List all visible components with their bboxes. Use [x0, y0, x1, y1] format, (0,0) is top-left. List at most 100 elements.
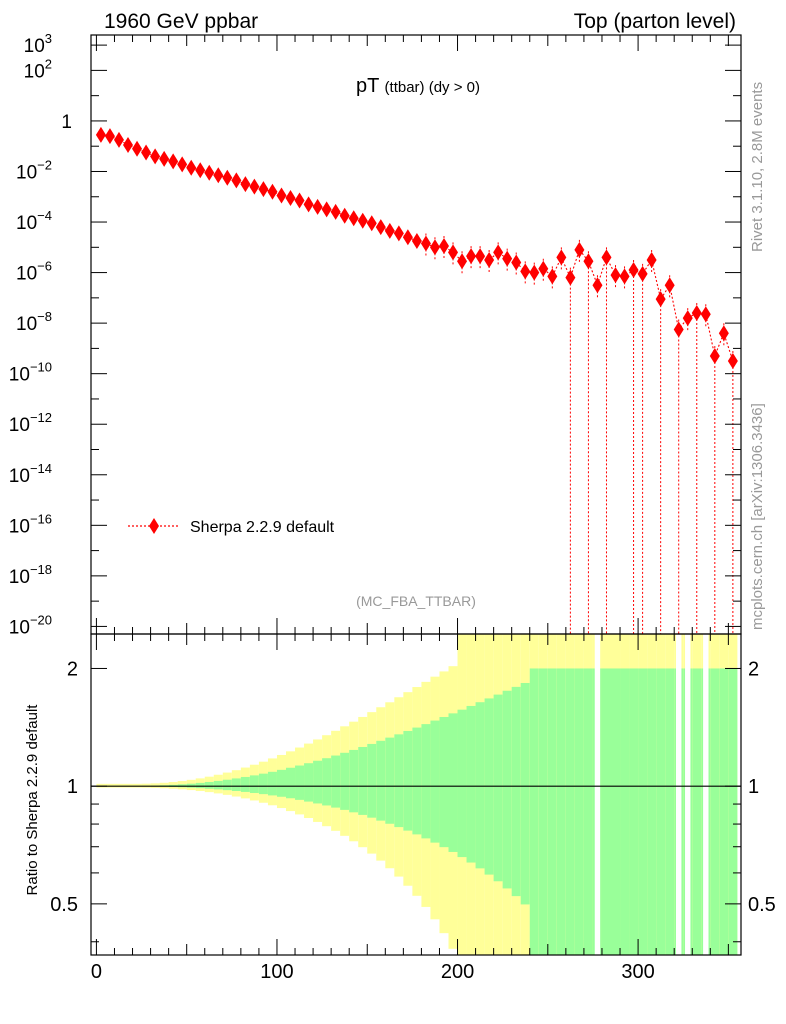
data-point [132, 140, 143, 157]
ratio-inner-band [421, 724, 431, 839]
ratio-inner-band [340, 752, 350, 810]
ratio-inner-band [240, 776, 250, 792]
data-point [186, 159, 197, 176]
y-tick-label: 1 [61, 112, 72, 133]
data-point [357, 212, 368, 229]
ratio-gap [594, 634, 601, 955]
ratio-inner-band [231, 778, 241, 791]
ratio-y-tick-label-right: 1 [748, 776, 759, 798]
ratio-inner-band [656, 668, 666, 955]
data-point [123, 136, 134, 153]
axes [90, 34, 742, 956]
ratio-inner-band [493, 694, 503, 882]
ratio-inner-band [376, 740, 386, 821]
data-point [276, 187, 287, 204]
data-point [285, 190, 296, 207]
data-point [195, 162, 206, 179]
data-point [646, 251, 657, 268]
data-point [267, 183, 278, 200]
ratio-inner-band [547, 668, 557, 955]
header-right-title: Top (parton level) [574, 10, 736, 33]
ratio-inner-band [403, 730, 413, 831]
data-point [601, 249, 612, 266]
ratio-inner-band [412, 727, 422, 835]
y-tick-label: 10−2 [16, 157, 52, 183]
ratio-y-tick-label-left: 2 [67, 658, 78, 680]
data-point [619, 268, 630, 285]
ratio-inner-band [367, 743, 377, 818]
data-point [438, 238, 449, 255]
ratio-inner-band [583, 668, 593, 955]
ratio-inner-band [213, 780, 223, 790]
ratio-inner-band [601, 668, 611, 955]
data-point [429, 239, 440, 256]
ratio-inner-band [728, 668, 738, 955]
data-point [411, 232, 422, 249]
ratio-inner-band [574, 668, 584, 955]
x-tick-label: 100 [260, 961, 293, 983]
ratio-y-tick-label-left: 0.5 [50, 894, 78, 916]
y-tick-label: 10−4 [16, 208, 52, 234]
ratio-inner-band [457, 709, 467, 858]
data-point [664, 277, 675, 294]
data-point [294, 192, 305, 209]
ratio-inner-band [394, 734, 404, 828]
data-point [222, 169, 233, 186]
ratio-inner-band [719, 668, 729, 955]
data-point [475, 248, 486, 265]
data-point [104, 128, 115, 145]
data-point [637, 265, 648, 282]
data-point [484, 251, 495, 268]
data-point [375, 219, 386, 236]
data-point [520, 263, 531, 280]
ratio-bands [91, 634, 741, 955]
main-series [95, 126, 738, 634]
data-point [673, 321, 684, 338]
ratio-inner-band [466, 705, 476, 863]
ratio-inner-band [276, 769, 286, 797]
ratio-inner-band [204, 781, 214, 789]
data-point [339, 207, 350, 224]
data-point [565, 269, 576, 286]
ratio-inner-band [665, 668, 675, 955]
ratio-y-tick-label-left: 1 [67, 776, 78, 798]
data-point [330, 203, 341, 220]
data-point [583, 253, 594, 270]
title-sub: (ttbar) (dy > 0) [385, 79, 480, 96]
rivet-label: Rivet 3.1.10, 2.8M events [749, 82, 766, 252]
y-tick-label: 10−20 [9, 612, 52, 638]
ratio-inner-band [629, 668, 639, 955]
data-point [457, 253, 468, 270]
legend-label: Sherpa 2.2.9 default [190, 519, 335, 536]
data-point [727, 353, 738, 370]
data-point [718, 325, 729, 342]
data-point [159, 150, 170, 167]
legend-marker [149, 518, 159, 534]
ratio-inner-band [710, 668, 720, 955]
data-point [303, 196, 314, 213]
data-point [420, 235, 431, 252]
data-point [511, 254, 522, 271]
data-point [610, 267, 621, 284]
y-tick-label: 10−6 [16, 259, 52, 285]
data-point [204, 164, 215, 181]
ratio-inner-band [611, 668, 621, 955]
ratio-inner-band [267, 771, 277, 796]
legend: Sherpa 2.2.9 default [128, 518, 335, 536]
data-point [321, 201, 332, 218]
title-main: pT [356, 75, 379, 97]
ratio-inner-band [529, 668, 539, 955]
y-tick-label: 10−16 [9, 511, 52, 537]
data-point [249, 178, 260, 195]
x-tick-label: 300 [621, 961, 654, 983]
ratio-inner-band [430, 720, 440, 843]
data-point [393, 225, 404, 242]
data-point [556, 249, 567, 266]
data-point [538, 260, 549, 277]
analysis-tag: (MC_FBA_TTBAR) [356, 593, 476, 609]
ratio-gap [676, 634, 682, 955]
tick-labels: 103102110−210−410−610−810−1010−1210−1410… [9, 31, 776, 983]
data-point [502, 250, 513, 267]
ratio-inner-band [475, 702, 485, 869]
